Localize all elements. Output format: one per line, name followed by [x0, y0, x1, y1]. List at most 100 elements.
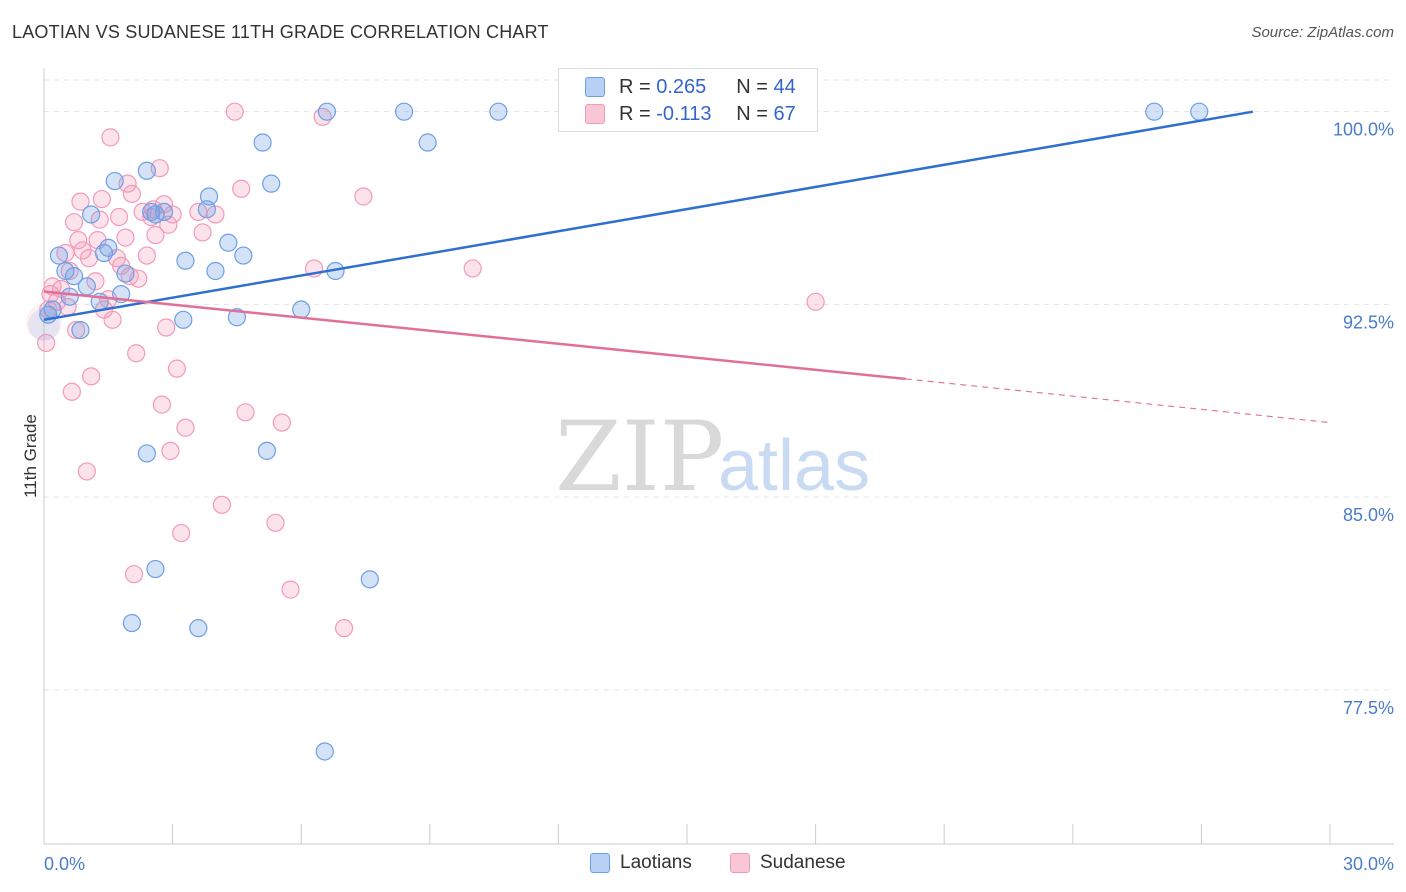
laotians-point — [77, 277, 96, 296]
sudanese-legend-label: Sudanese — [760, 852, 846, 873]
laotians-point — [82, 205, 101, 224]
grid-lines — [44, 79, 1394, 691]
laotians-point — [315, 742, 334, 761]
x-tick-label-min: 0.0% — [44, 854, 85, 874]
sudanese-point — [193, 223, 212, 242]
laotians-point — [394, 102, 414, 121]
bottom-legend-sudanese: Sudanese — [730, 852, 846, 874]
sudanese-point — [167, 359, 186, 378]
sudanese-point — [64, 213, 84, 232]
source-label: Source: ZipAtlas.com — [1251, 24, 1394, 41]
sudanese-point — [212, 495, 231, 514]
laotians-point — [116, 264, 135, 283]
laotians-points — [28, 102, 1209, 761]
laotians-point — [56, 261, 75, 281]
laotians-point — [189, 619, 208, 638]
laotians-n-label: N = — [736, 75, 768, 98]
laotians-point — [137, 444, 156, 463]
sudanese-r-value: -0.113 — [656, 102, 712, 125]
sudanese-point — [137, 246, 156, 265]
y-tick-label: 92.5% — [1343, 312, 1394, 332]
laotians-point — [122, 613, 141, 633]
trend-lines — [43, 110, 1331, 424]
sudanese-point — [127, 344, 146, 363]
sudanese-point — [37, 333, 56, 353]
axes — [43, 68, 1394, 845]
laotians-point — [227, 308, 246, 327]
sudanese-point — [236, 403, 255, 422]
laotians-n-value: 44 — [773, 75, 796, 98]
sudanese-trend-line — [43, 290, 906, 381]
tick-labels: 77.5% 85.0% 92.5% 100.0% 0.0% 30.0% — [44, 120, 1394, 874]
laotians-point — [262, 174, 281, 193]
laotians-point — [64, 267, 84, 286]
laotians-point — [1145, 102, 1164, 121]
stats-legend: R = 0.265 N = 44 R = -0.113 N = 67 — [558, 68, 818, 132]
laotians-point — [317, 102, 337, 121]
sudanese-point — [806, 292, 825, 311]
laotians-point — [154, 202, 174, 221]
sudanese-swatch — [585, 104, 605, 124]
bottom-legend-laotians: Laotians — [590, 852, 692, 874]
laotians-point — [199, 187, 219, 206]
sudanese-point — [334, 619, 354, 638]
laotians-point — [489, 102, 508, 121]
sudanese-point — [281, 580, 300, 599]
laotians-point — [146, 559, 165, 579]
laotians-point — [1190, 102, 1209, 121]
laotians-point — [137, 161, 156, 180]
sudanese-point — [116, 228, 135, 247]
sudanese-point — [225, 102, 244, 121]
sudanese-point — [62, 382, 81, 401]
sudanese-point — [206, 205, 225, 224]
sudanese-n-label: N = — [736, 102, 768, 125]
y-tick-label: 85.0% — [1343, 505, 1394, 525]
sudanese-point — [176, 418, 195, 437]
y-tick-label: 77.5% — [1343, 698, 1394, 718]
laotians-trend-line — [43, 110, 1254, 322]
laotians-r-value: 0.265 — [656, 75, 707, 98]
laotians-swatch — [585, 77, 605, 97]
sudanese-point — [67, 320, 86, 340]
watermark-atlas: atlas — [718, 426, 870, 506]
laotians-point — [176, 251, 195, 270]
laotians-r-label: R = — [619, 75, 651, 98]
sudanese-point — [101, 128, 120, 147]
sudanese-point — [161, 441, 180, 460]
sudanese-trend-extension — [905, 378, 1331, 424]
sudanese-point — [157, 318, 176, 337]
sudanese-point — [77, 462, 96, 481]
sudanese-point — [152, 395, 171, 414]
sudanese-point — [71, 192, 90, 211]
sudanese-point — [266, 513, 285, 532]
laotians-point — [174, 310, 193, 329]
sudanese-point — [86, 272, 105, 291]
laotians-point — [418, 133, 437, 152]
laotians-legend-label: Laotians — [620, 852, 692, 873]
sudanese-legend-swatch — [730, 853, 750, 873]
laotians-point — [219, 233, 238, 252]
sudanese-points — [26, 102, 825, 638]
sudanese-point — [109, 207, 129, 227]
laotians-point — [206, 261, 225, 281]
laotians-cluster — [28, 308, 60, 341]
laotians-point — [49, 246, 69, 265]
laotians-point — [105, 171, 124, 191]
x-tick-label-max: 30.0% — [1343, 854, 1394, 874]
laotians-point — [60, 287, 79, 306]
laotians-point — [234, 246, 253, 265]
sudanese-point — [232, 179, 251, 198]
sudanese-point — [90, 210, 109, 229]
sudanese-point — [82, 367, 101, 386]
chart-title: LAOTIAN VS SUDANESE 11TH GRADE CORRELATI… — [12, 22, 549, 42]
laotians-point — [253, 133, 272, 152]
sudanese-point — [122, 184, 141, 204]
sudanese-point — [463, 259, 482, 278]
y-tick-label: 100.0% — [1333, 120, 1394, 140]
sudanese-point — [69, 231, 88, 250]
laotians-point — [257, 441, 277, 460]
sudanese-point — [146, 225, 165, 245]
legend-row-laotians: R = 0.265 N = 44 — [585, 74, 796, 100]
laotians-legend-swatch — [590, 853, 610, 873]
